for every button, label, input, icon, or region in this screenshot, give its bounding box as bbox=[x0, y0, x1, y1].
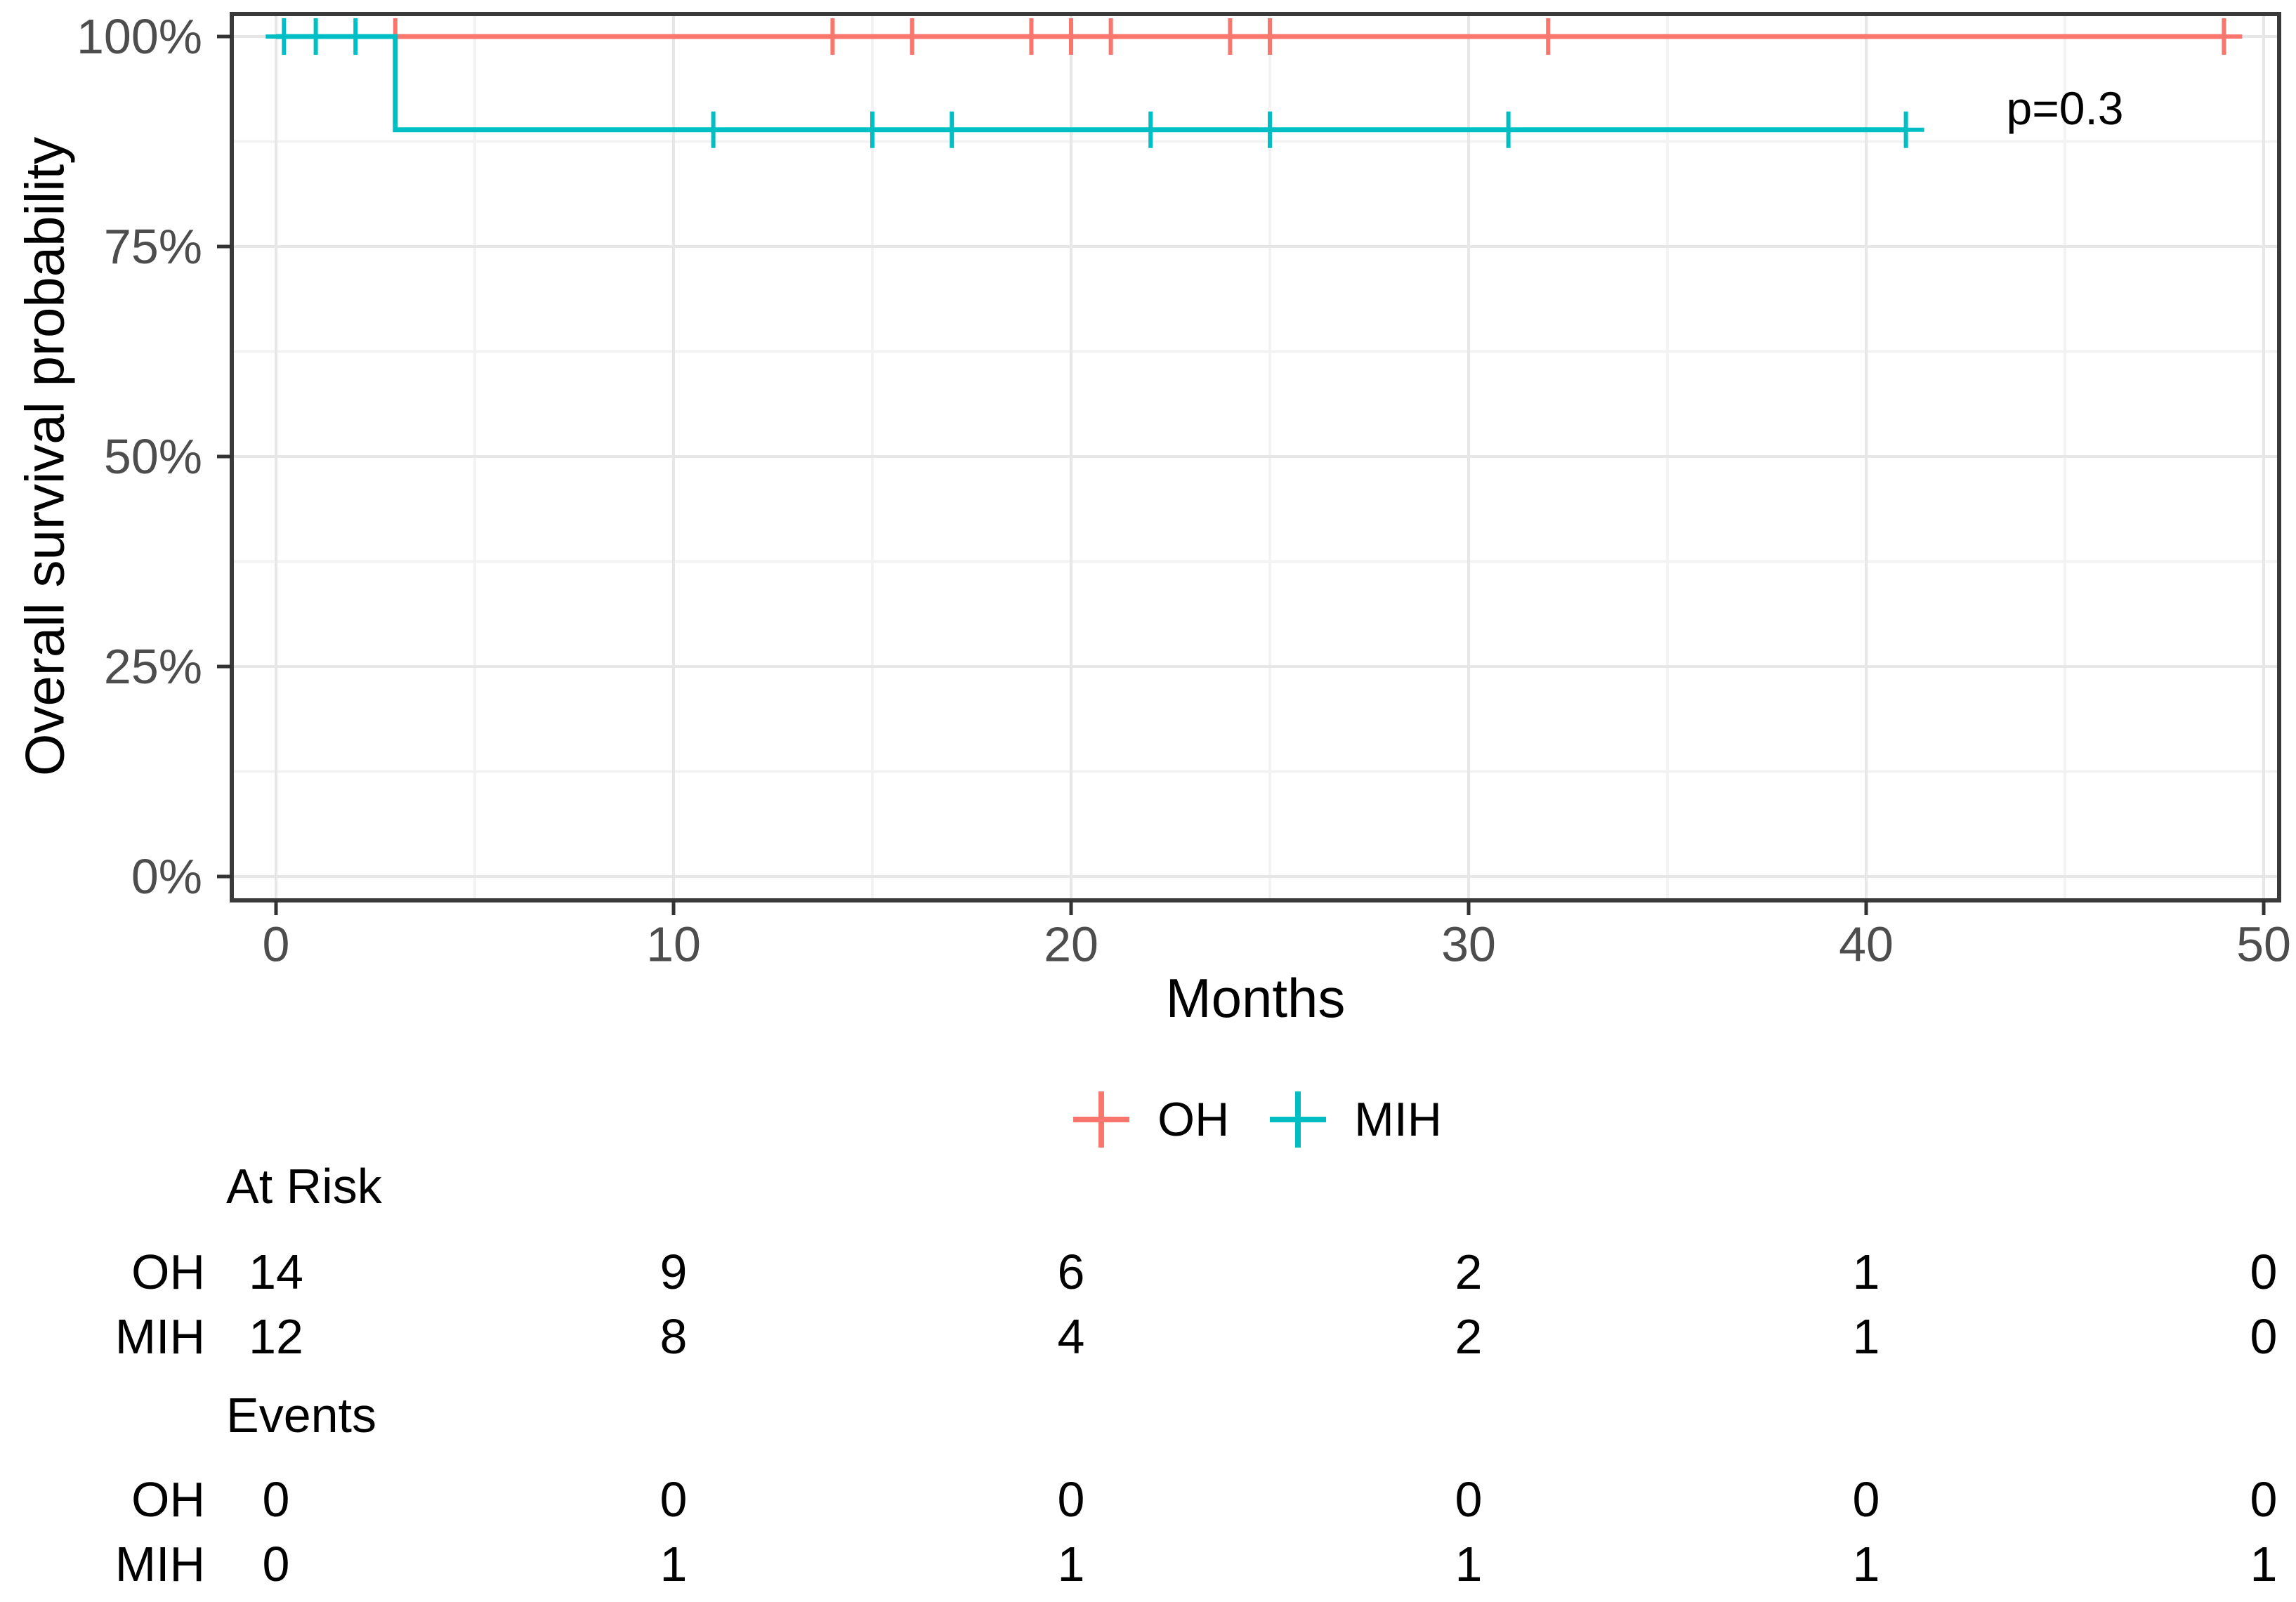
events-value: 0 bbox=[262, 1537, 290, 1591]
svg-text:20: 20 bbox=[1044, 917, 1098, 971]
x-axis-title: Months bbox=[1165, 967, 1346, 1029]
risk-table-row-at-risk-oh: OH 14 9 6 2 1 0 bbox=[0, 1246, 2296, 1298]
oh-censor-plus-icon bbox=[1073, 1091, 1130, 1148]
events-value: 0 bbox=[1057, 1472, 1085, 1527]
risk-table-row-events-mih: MIH 0 1 1 1 1 1 bbox=[0, 1538, 2296, 1590]
risk-table-header-at-risk: At Risk bbox=[226, 1159, 382, 1214]
risk-value: 1 bbox=[1852, 1245, 1880, 1299]
svg-text:30: 30 bbox=[1441, 917, 1496, 971]
row-label-mih: MIH bbox=[114, 1309, 205, 1364]
svg-text:0%: 0% bbox=[131, 849, 202, 904]
legend-label-oh: OH bbox=[1157, 1093, 1230, 1146]
gridlines-major bbox=[232, 14, 2279, 900]
mih-censor-plus-icon bbox=[1270, 1091, 1327, 1148]
svg-text:0: 0 bbox=[263, 917, 290, 971]
svg-text:100%: 100% bbox=[77, 9, 202, 64]
svg-text:75%: 75% bbox=[104, 219, 202, 274]
legend: OH MIH bbox=[232, 1087, 2279, 1152]
svg-text:40: 40 bbox=[1839, 917, 1894, 971]
events-value: 1 bbox=[2250, 1537, 2278, 1591]
risk-value: 0 bbox=[2250, 1245, 2278, 1299]
risk-value: 2 bbox=[1455, 1309, 1483, 1364]
events-value: 0 bbox=[2250, 1472, 2278, 1527]
legend-item-mih: MIH bbox=[1266, 1087, 1442, 1152]
risk-value: 2 bbox=[1455, 1245, 1483, 1299]
risk-value: 12 bbox=[249, 1309, 303, 1364]
km-plot-canvas: 0 10 20 30 40 50 0% 25% 50% 75% 100% bbox=[77, 9, 2291, 971]
svg-text:50: 50 bbox=[2236, 917, 2291, 971]
legend-item-oh: OH bbox=[1069, 1087, 1229, 1152]
series-OH bbox=[276, 18, 2243, 55]
risk-value: 9 bbox=[660, 1245, 688, 1299]
events-value: 0 bbox=[1455, 1472, 1483, 1527]
events-value: 0 bbox=[262, 1472, 290, 1527]
risk-table-row-events-oh: OH 0 0 0 0 0 0 bbox=[0, 1473, 2296, 1525]
risk-value: 6 bbox=[1057, 1245, 1085, 1299]
y-axis-title: Overall survival probability bbox=[13, 136, 76, 777]
legend-label-mih: MIH bbox=[1354, 1093, 1442, 1146]
events-value: 1 bbox=[1455, 1537, 1483, 1591]
risk-value: 8 bbox=[660, 1309, 688, 1364]
axis-ticks bbox=[217, 34, 2266, 915]
y-tick-labels: 0% 25% 50% 75% 100% bbox=[77, 9, 202, 904]
events-value: 1 bbox=[660, 1537, 688, 1591]
svg-text:10: 10 bbox=[646, 917, 701, 971]
row-label-oh: OH bbox=[131, 1472, 205, 1527]
x-tick-labels: 0 10 20 30 40 50 bbox=[263, 917, 2291, 971]
events-value: 0 bbox=[660, 1472, 688, 1527]
risk-value: 4 bbox=[1057, 1309, 1085, 1364]
svg-text:25%: 25% bbox=[104, 639, 202, 694]
risk-table-header-events: Events bbox=[226, 1388, 376, 1443]
risk-value: 14 bbox=[249, 1245, 303, 1299]
risk-value: 1 bbox=[1852, 1309, 1880, 1364]
MIH-curve bbox=[276, 34, 1906, 133]
events-value: 0 bbox=[1852, 1472, 1880, 1527]
risk-value: 0 bbox=[2250, 1309, 2278, 1364]
events-value: 1 bbox=[1057, 1537, 1085, 1591]
row-label-oh: OH bbox=[131, 1245, 205, 1299]
risk-table-row-at-risk-mih: MIH 12 8 4 2 1 0 bbox=[0, 1311, 2296, 1363]
p-value-annotation: p=0.3 bbox=[2006, 81, 2124, 134]
svg-text:50%: 50% bbox=[104, 429, 202, 484]
events-value: 1 bbox=[1852, 1537, 1880, 1591]
series-MIH bbox=[265, 18, 1924, 148]
row-label-mih: MIH bbox=[114, 1537, 205, 1591]
